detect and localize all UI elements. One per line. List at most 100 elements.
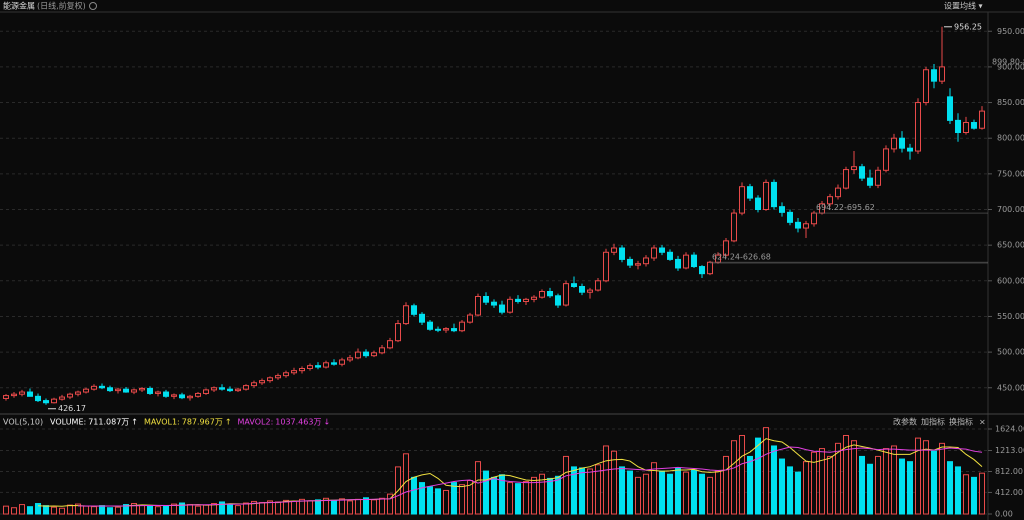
readout-value: 787.967万 — [182, 418, 223, 427]
volume-bar — [267, 500, 273, 515]
candle-body — [443, 328, 449, 331]
volume-bar — [243, 502, 249, 515]
volume-bar — [659, 470, 665, 515]
candle-body — [403, 305, 409, 325]
volume-bar — [171, 503, 177, 515]
candle-body — [371, 352, 377, 357]
volume-bar — [283, 499, 289, 515]
volume-bar — [307, 500, 313, 515]
candle-body — [795, 221, 801, 229]
y-tick-label: 950.00 — [997, 27, 1024, 36]
candle-body — [211, 387, 217, 391]
volume-bar — [259, 501, 265, 515]
candle-body — [451, 328, 457, 332]
candle-body — [707, 261, 713, 275]
panel-button[interactable]: × — [979, 418, 986, 427]
volume-bar — [787, 466, 793, 515]
volume-bar — [939, 442, 945, 515]
volume-bar — [331, 499, 337, 515]
candle-body — [747, 186, 753, 199]
candle-body — [595, 280, 601, 291]
candle-body — [355, 351, 361, 359]
candle-body — [99, 385, 105, 389]
candle-body — [179, 394, 185, 399]
candle-body — [963, 122, 969, 133]
volume-bar — [147, 505, 153, 515]
volume-bar — [587, 468, 593, 515]
readout-arrow: ↑ — [225, 418, 232, 427]
volume-bar — [459, 484, 465, 515]
volume-bar — [155, 506, 161, 515]
y-tick-label: 1624.00 — [995, 425, 1024, 434]
volume-bar — [715, 470, 721, 515]
candle-body — [523, 298, 529, 302]
volume-bar — [891, 445, 897, 515]
candle-body — [75, 391, 81, 395]
candle-body — [275, 375, 281, 379]
volume-bar — [819, 448, 825, 515]
candle-body — [979, 110, 985, 129]
gap-label: 694.22-695.62 — [816, 203, 875, 212]
volume-bar — [179, 502, 185, 515]
volume-bar — [43, 505, 49, 515]
volume-bar — [443, 489, 449, 515]
volume-bar — [755, 437, 761, 515]
volume-bar — [59, 507, 65, 515]
volume-bar — [211, 503, 217, 515]
candle-body — [187, 395, 193, 399]
panel-button[interactable]: 换指标 — [949, 417, 973, 427]
volume-bar — [187, 504, 193, 515]
candle-body — [907, 147, 913, 152]
gap-label: 899.80-858.68 — [992, 58, 1024, 67]
y-tick-label: 850.00 — [997, 98, 1024, 107]
candle-body — [339, 359, 345, 365]
volume-bar — [931, 450, 937, 515]
volume-bar — [483, 470, 489, 515]
y-tick-label: 900.00 — [997, 62, 1024, 71]
candle-body — [475, 295, 481, 316]
volume-bar — [563, 455, 569, 515]
volume-bar — [35, 503, 41, 515]
ma-menu[interactable]: 设置均线 ▾ — [944, 1, 983, 11]
candle-body — [19, 391, 25, 395]
volume-bar — [595, 464, 601, 515]
volume-bar — [979, 472, 985, 515]
volume-bar — [779, 458, 785, 515]
candle-body — [955, 119, 961, 133]
gap-label: 624.24-626.68 — [712, 252, 771, 261]
volume-bar — [371, 499, 377, 515]
volume-bar — [139, 504, 145, 515]
candle-body — [851, 166, 857, 171]
candle-body — [699, 266, 705, 275]
candle-body — [235, 388, 241, 392]
candle-body — [243, 385, 249, 390]
candle-body — [891, 137, 897, 150]
candle-body — [27, 391, 33, 397]
candle-body — [867, 177, 873, 186]
volume-bar — [851, 440, 857, 515]
volume-bar — [859, 455, 865, 515]
volume-bar — [555, 475, 561, 515]
y-tick-label: 0.00 — [995, 510, 1013, 519]
candle-body — [67, 393, 73, 398]
volume-bar — [707, 476, 713, 515]
candle-body — [875, 169, 881, 186]
volume-bar — [435, 488, 441, 515]
readout-name: VOLUME: — [50, 418, 86, 427]
candle-body — [507, 298, 513, 313]
candle-body — [971, 122, 977, 129]
panel-button[interactable]: 加指标 — [921, 417, 945, 427]
candle-body — [763, 181, 769, 211]
candle-body — [291, 370, 297, 374]
y-tick-label: 1213.00 — [995, 446, 1024, 455]
settings-icon[interactable] — [89, 2, 97, 10]
readout-arrow: ↓ — [323, 418, 330, 427]
candle-body — [931, 69, 937, 82]
volume-title: VOL(5,10) — [3, 418, 43, 427]
candle-body — [499, 304, 505, 313]
ma-line — [77, 446, 983, 507]
gap-zone — [710, 261, 988, 264]
panel-button[interactable]: 改参数 — [893, 417, 917, 427]
candle-body — [435, 328, 441, 331]
